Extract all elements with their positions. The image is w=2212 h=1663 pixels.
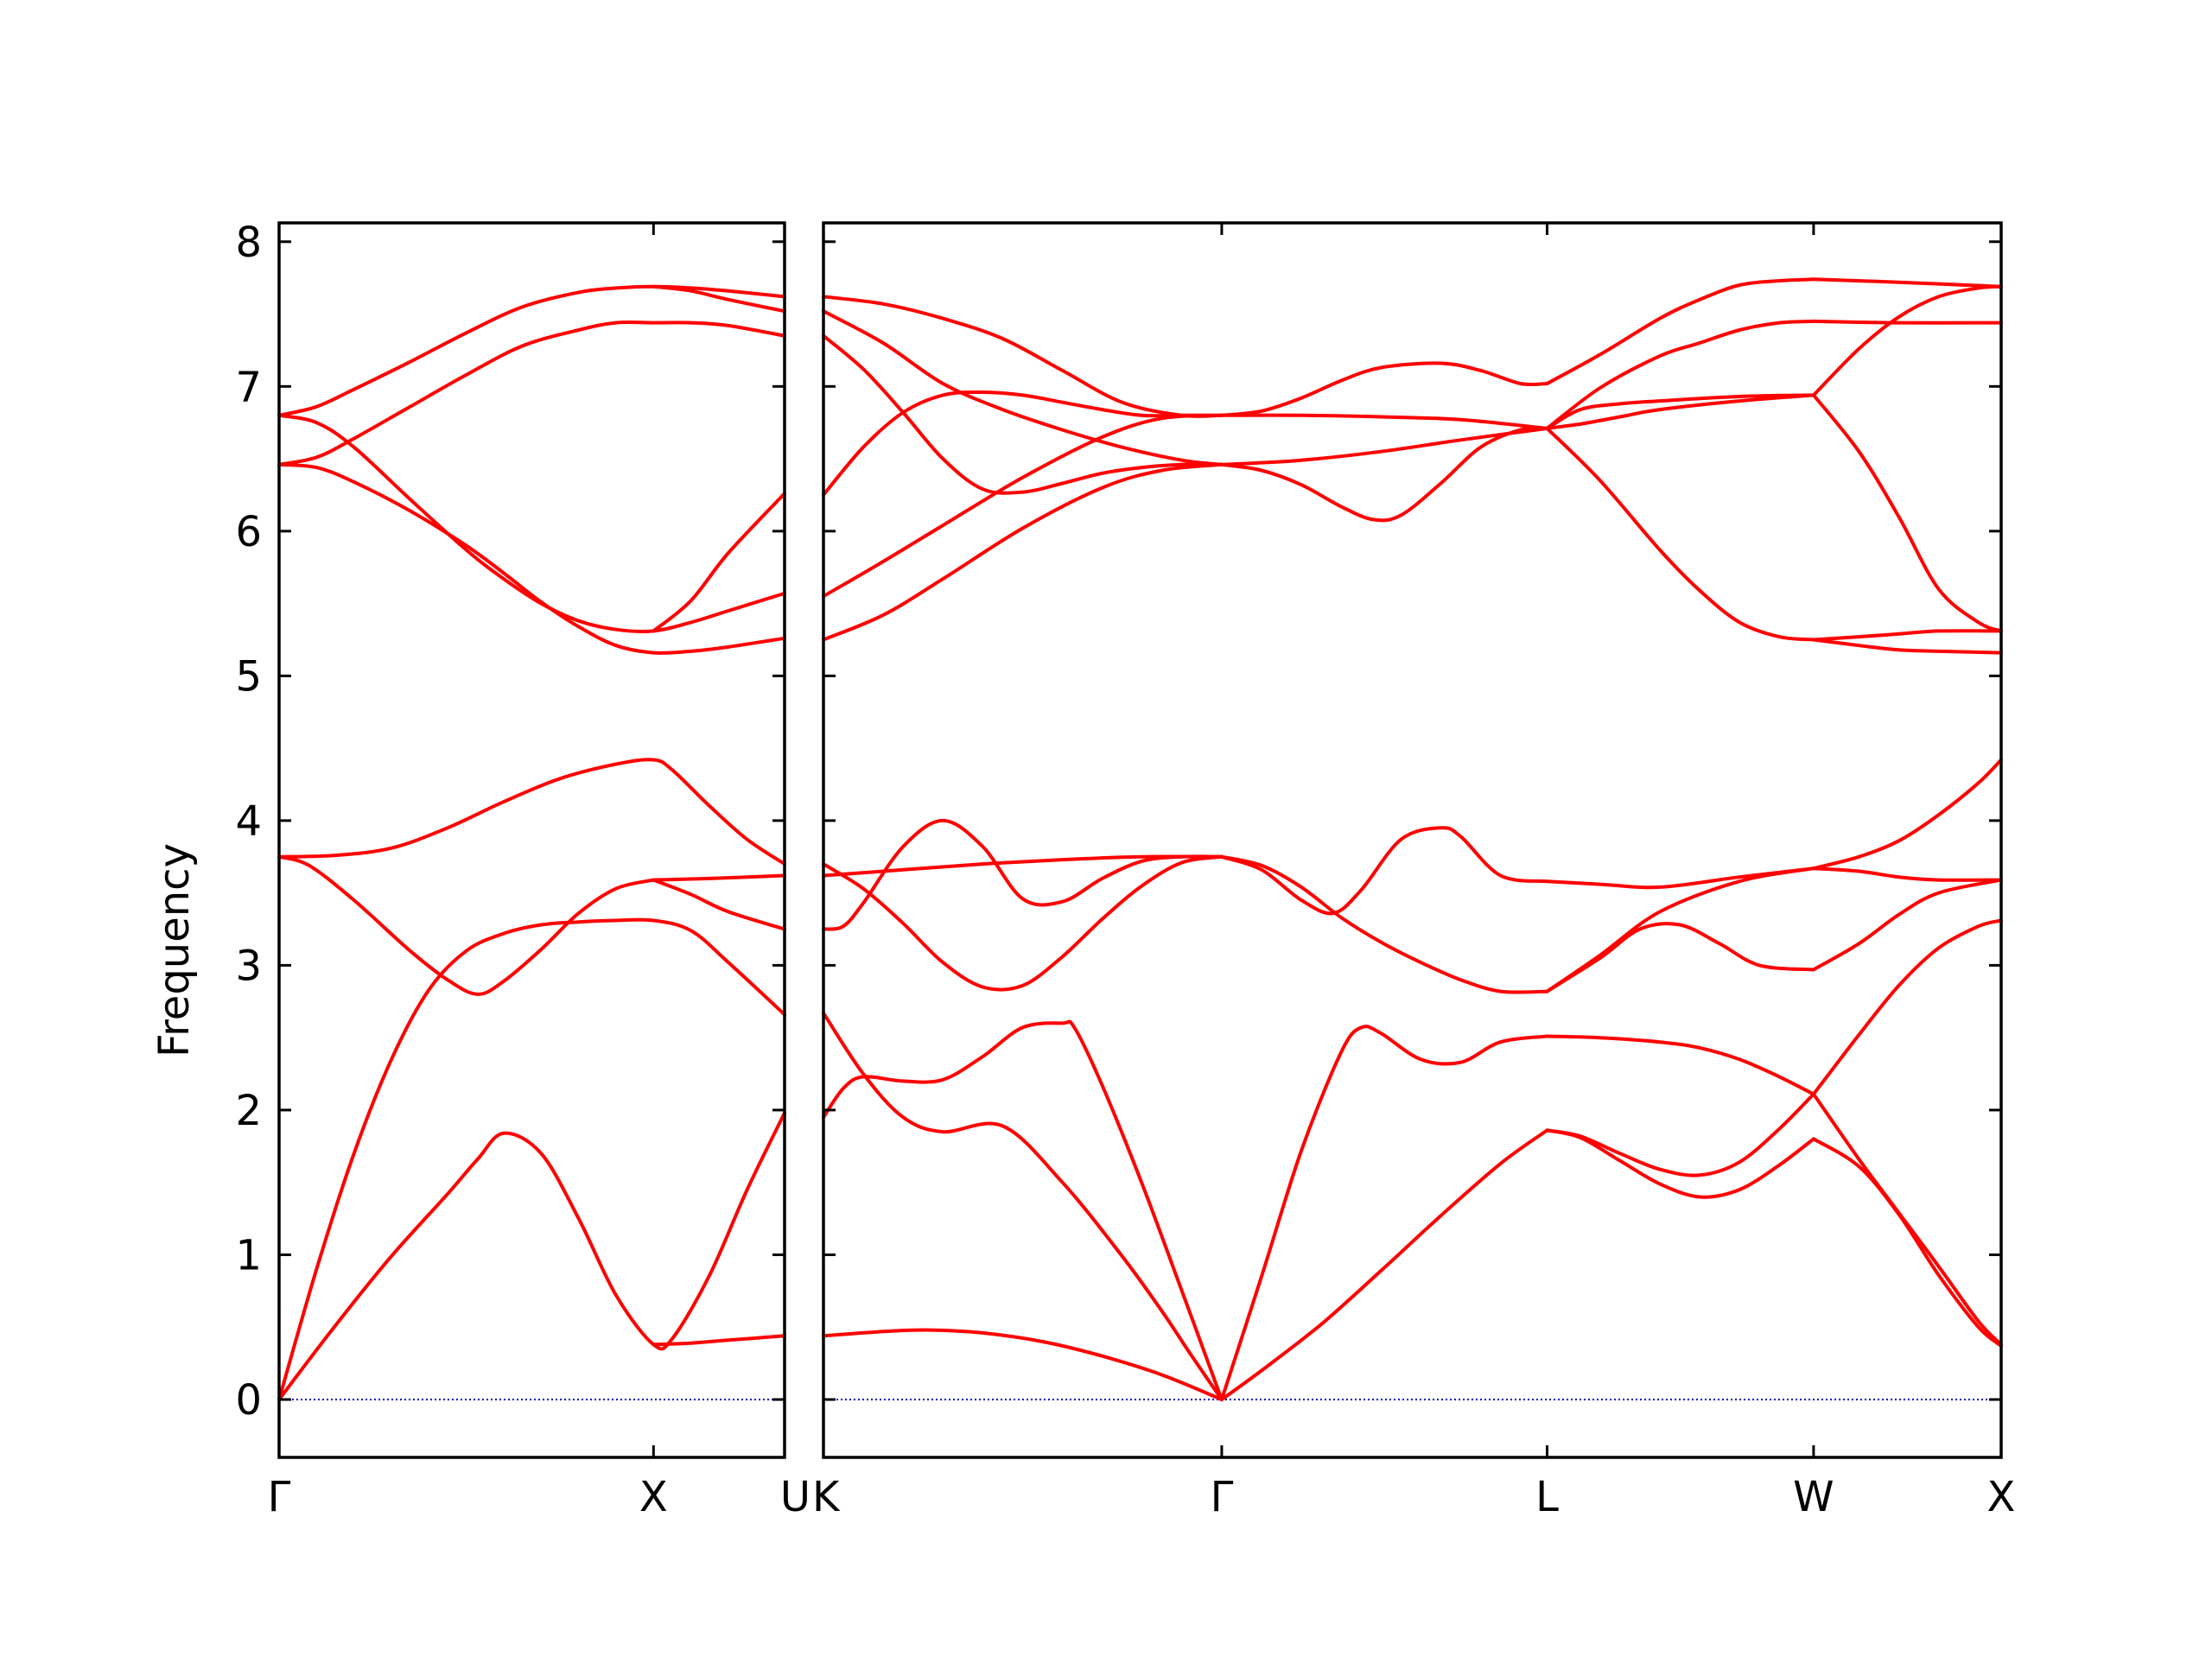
y-axis-label: Frequency (150, 843, 199, 1057)
band-line-29 (1219, 426, 1549, 467)
band-line-36 (1545, 319, 1815, 430)
band-line-37 (1545, 277, 1815, 385)
plot-frame (277, 221, 786, 1459)
x-tick-label: X (639, 1473, 668, 1521)
band-line-4 (277, 854, 656, 996)
band-line-2 (652, 1334, 786, 1347)
band-line-17 (1545, 866, 1815, 890)
x-tick-label: W (1793, 1473, 1834, 1521)
x-tick-label: X (1987, 1473, 2016, 1521)
band-line-21 (1811, 866, 2003, 882)
band-line-19 (1545, 866, 1815, 993)
band-line-24 (822, 413, 1224, 599)
band-line-15 (1219, 854, 1549, 994)
x-tick-label: U (780, 1473, 810, 1521)
band-line-39 (1811, 629, 2003, 642)
band-line-7 (822, 1011, 1224, 1401)
band-line-26 (822, 333, 1224, 495)
band-line-33 (1545, 426, 1815, 642)
band-line-25 (822, 390, 1224, 497)
y-tick-label: 5 (235, 652, 262, 701)
band-line-9 (277, 413, 786, 634)
band-line-2 (1219, 1128, 1549, 1401)
band-line-38 (1811, 638, 2003, 655)
panel-k-gamma-l-w-x (822, 221, 2003, 1459)
plot-frame (822, 221, 2003, 1459)
band-line-10 (1545, 1034, 1815, 1096)
band-line-11 (1811, 918, 2003, 1096)
x-tick-label: Γ (1211, 1473, 1234, 1521)
band-line-12 (277, 284, 786, 417)
y-tick-label: 2 (235, 1087, 262, 1135)
panel-gamma-x-u (277, 221, 786, 1459)
band-line-40 (1811, 393, 2003, 633)
band-line-42 (1811, 319, 2003, 325)
y-tick-label: 1 (235, 1231, 262, 1279)
y-tick-label: 8 (235, 219, 262, 267)
band-line-1 (822, 1328, 1224, 1401)
band-line-18 (1545, 922, 1815, 993)
band-line-7 (277, 758, 786, 866)
band-line-28 (822, 295, 1224, 418)
band-line-10 (652, 492, 786, 633)
x-tick-label: K (812, 1473, 841, 1521)
band-line-8 (822, 1019, 1224, 1401)
band-line-13 (822, 818, 1224, 931)
y-tick-label: 3 (235, 942, 262, 990)
y-tick-label: 6 (235, 508, 262, 556)
x-tick-label: L (1535, 1473, 1559, 1521)
band-line-12 (822, 854, 1224, 992)
band-line-14 (822, 854, 1224, 878)
band-line-13 (652, 284, 786, 314)
band-line-5 (1545, 1092, 1815, 1177)
band-line-32 (1219, 361, 1549, 417)
band-line-23 (822, 462, 1224, 642)
band-line-43 (1811, 277, 2003, 289)
band-line-20 (1811, 758, 2003, 871)
band-line-3 (277, 917, 786, 1401)
band-line-34 (1545, 393, 1815, 430)
band-line-22 (1811, 878, 2003, 972)
band-line-6 (652, 878, 786, 931)
y-tick-label: 0 (235, 1376, 262, 1425)
band-line-41 (1811, 284, 2003, 397)
band-line-11 (277, 320, 786, 467)
band-line-1 (277, 1111, 786, 1401)
y-tick-label: 4 (235, 797, 262, 846)
y-tick-label: 7 (235, 363, 262, 411)
band-line-35 (1545, 393, 1815, 430)
band-line-6 (1811, 1092, 2003, 1347)
band-line-27 (822, 309, 1224, 467)
x-tick-label: Γ (268, 1473, 291, 1521)
band-line-16 (1219, 826, 1549, 916)
band-line-9 (1219, 1025, 1549, 1401)
band-line-31 (1219, 426, 1549, 523)
band-line-4 (1811, 1137, 2003, 1348)
band-line-8 (277, 462, 786, 655)
band-line-30 (1219, 413, 1549, 430)
band-line-5 (652, 873, 786, 882)
